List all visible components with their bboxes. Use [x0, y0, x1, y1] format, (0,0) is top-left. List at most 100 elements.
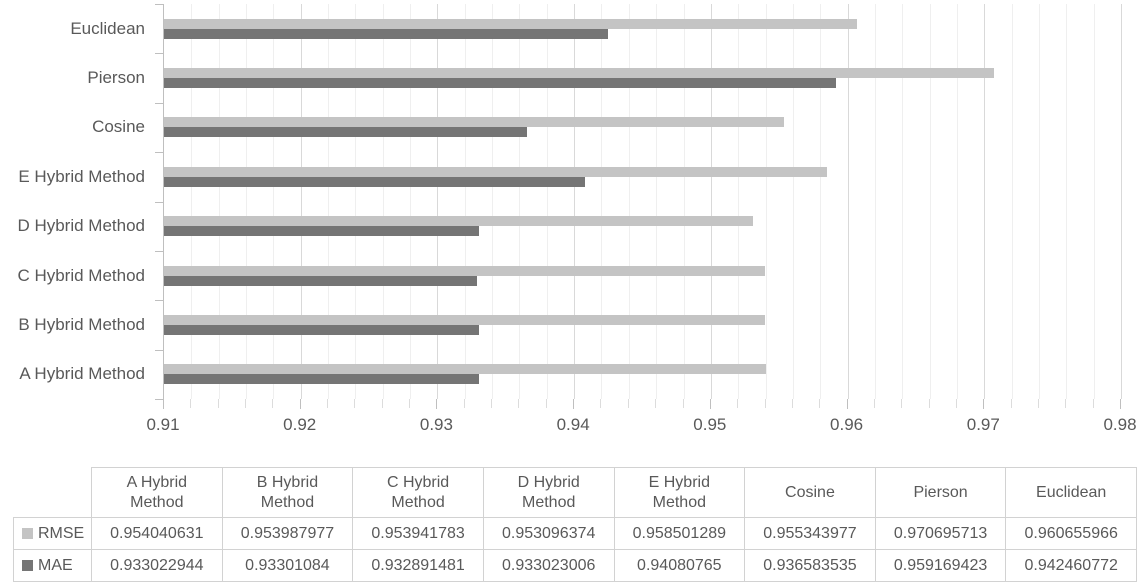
- bar-rmse-euclidean: [164, 18, 857, 29]
- data-table: A Hybrid Method B Hybrid Method C Hybrid M…: [13, 467, 1137, 582]
- table-row-rmse: RMSE 0.954040631 0.953987977 0.953941783 0.9…: [13, 517, 1137, 550]
- minor-gridline: [628, 4, 630, 399]
- category-label-c-hybrid-method: C Hybrid Method: [17, 265, 145, 285]
- value-axis-minor-tick: [381, 399, 383, 408]
- value-axis-minor-tick: [272, 399, 274, 408]
- table-cell-mae-cosine: 0.936583535: [744, 549, 876, 582]
- table-cell-rmse-a-hybrid-method: 0.954040631: [91, 517, 223, 550]
- bar-mae-c-hybrid-method: [164, 275, 477, 286]
- bar-rmse-pierson: [164, 68, 994, 79]
- table-header-row: A Hybrid Method B Hybrid Method C Hybrid M…: [14, 467, 1137, 518]
- bar-mae-pierson: [164, 78, 837, 89]
- table-cell-mae-a-hybrid-method: 0.933022944: [91, 549, 223, 582]
- minor-gridline: [464, 4, 466, 399]
- bar-mae-e-hybrid-method: [164, 176, 586, 187]
- value-axis-major-tick: [709, 399, 711, 409]
- table-header-cell-e-hybrid-method: E Hybrid Method: [613, 467, 746, 518]
- minor-gridline: [246, 4, 248, 399]
- category-axis-tick: [155, 349, 163, 351]
- table-row-mae: MAE 0.933022944 0.93301084 0.932891481 0.933…: [13, 549, 1137, 582]
- category-row-pierson: [164, 53, 1121, 102]
- minor-gridline: [1066, 4, 1068, 399]
- value-axis-minor-tick: [901, 399, 903, 408]
- bar-rmse-a-hybrid-method: [164, 364, 767, 375]
- value-axis-tick-label: 0.97: [966, 415, 1000, 434]
- minor-gridline: [382, 4, 384, 399]
- table-cell-mae-b-hybrid-method: 0.93301084: [221, 549, 354, 582]
- table-cell-rmse-b-hybrid-method: 0.953987977: [221, 517, 354, 550]
- table-header-cell-pierson: Pierson: [874, 467, 1007, 518]
- category-axis-tick: [155, 152, 163, 154]
- minor-gridline: [820, 4, 822, 399]
- value-axis-minor-tick: [1065, 399, 1067, 408]
- table-header-cell-a-hybrid-method: A Hybrid Method: [91, 467, 223, 518]
- minor-gridline: [492, 4, 494, 399]
- category-axis-tick: [155, 201, 163, 203]
- table-cell-mae-e-hybrid-method: 0.94080765: [613, 549, 746, 582]
- table-cell-rmse-e-hybrid-method: 0.958501289: [613, 517, 746, 550]
- value-axis-minor-tick: [873, 399, 875, 408]
- value-axis-tick-label: 0.93: [419, 415, 453, 434]
- category-label-e-hybrid-method: E Hybrid Method: [18, 166, 145, 186]
- minor-gridline: [956, 4, 958, 399]
- table-header-cell-b-hybrid-method: B Hybrid Method: [221, 467, 354, 518]
- bar-rmse-e-hybrid-method: [164, 166, 828, 177]
- bar-rmse-d-hybrid-method: [164, 216, 754, 227]
- value-axis-minor-tick: [627, 399, 629, 408]
- category-label-pierson: Pierson: [87, 68, 145, 88]
- value-axis-minor-tick: [600, 399, 602, 408]
- value-axis-tick-label: 0.98: [1103, 415, 1137, 434]
- minor-gridline: [546, 4, 548, 399]
- value-axis-minor-tick: [1092, 399, 1094, 408]
- major-gridline: [847, 4, 849, 399]
- value-axis-labels: 0.91 0.92 0.93 0.94 0.95 0.96 0.97 0.98: [146, 415, 1136, 439]
- minor-gridline: [355, 4, 357, 399]
- table-header-cell-d-hybrid-method: D Hybrid Method: [482, 467, 615, 518]
- category-label-d-hybrid-method: D Hybrid Method: [17, 216, 145, 236]
- category-row-a-hybrid-method: [164, 350, 1121, 399]
- value-axis-minor-tick: [327, 399, 329, 408]
- table-cell-mae-c-hybrid-method: 0.932891481: [352, 549, 484, 582]
- value-axis-major-tick: [299, 399, 301, 409]
- bar-rmse-cosine: [164, 117, 784, 128]
- value-axis-minor-tick: [682, 399, 684, 408]
- minor-gridline: [1038, 4, 1040, 399]
- category-axis-tick: [155, 250, 163, 252]
- data-table-wrapper: A Hybrid Method B Hybrid Method C Hybrid M…: [13, 467, 1137, 582]
- value-axis-minor-tick: [409, 399, 411, 408]
- value-axis-tick-label: 0.94: [556, 415, 590, 434]
- minor-gridline: [656, 4, 658, 399]
- value-axis-major-tick: [436, 399, 438, 409]
- table-corner-cell: [14, 468, 92, 518]
- value-axis-tick-label: 0.92: [283, 415, 317, 434]
- category-row-e-hybrid-method: [164, 152, 1121, 201]
- minor-gridline: [601, 4, 603, 399]
- value-axis-minor-tick: [354, 399, 356, 408]
- minor-gridline: [792, 4, 794, 399]
- bar-mae-b-hybrid-method: [164, 324, 479, 335]
- minor-gridline: [1093, 4, 1095, 399]
- minor-gridline: [273, 4, 275, 399]
- value-axis-major-tick: [983, 399, 985, 409]
- major-gridline: [437, 4, 439, 399]
- value-axis-minor-tick: [928, 399, 930, 408]
- major-gridline: [300, 4, 302, 399]
- bar-mae-d-hybrid-method: [164, 226, 479, 237]
- category-row-d-hybrid-method: [164, 202, 1121, 251]
- value-axis-major-tick: [163, 399, 164, 409]
- minor-gridline: [738, 4, 740, 399]
- table-cell-rmse-d-hybrid-method: 0.953096374: [482, 517, 615, 550]
- value-axis-tick-label: 0.96: [830, 415, 864, 434]
- value-axis-minor-tick: [545, 399, 547, 408]
- major-gridline: [1121, 4, 1122, 399]
- category-label-euclidean: Euclidean: [70, 18, 145, 38]
- value-axis-minor-tick: [463, 399, 465, 408]
- value-axis-major-tick: [1120, 399, 1121, 409]
- table-cell-mae-d-hybrid-method: 0.933023006: [482, 549, 615, 582]
- minor-gridline: [1011, 4, 1013, 399]
- table-header-cell-c-hybrid-method: C Hybrid Method: [352, 467, 484, 518]
- category-axis-tick: [155, 102, 163, 104]
- major-gridline: [574, 4, 576, 399]
- value-axis-minor-tick: [791, 399, 793, 408]
